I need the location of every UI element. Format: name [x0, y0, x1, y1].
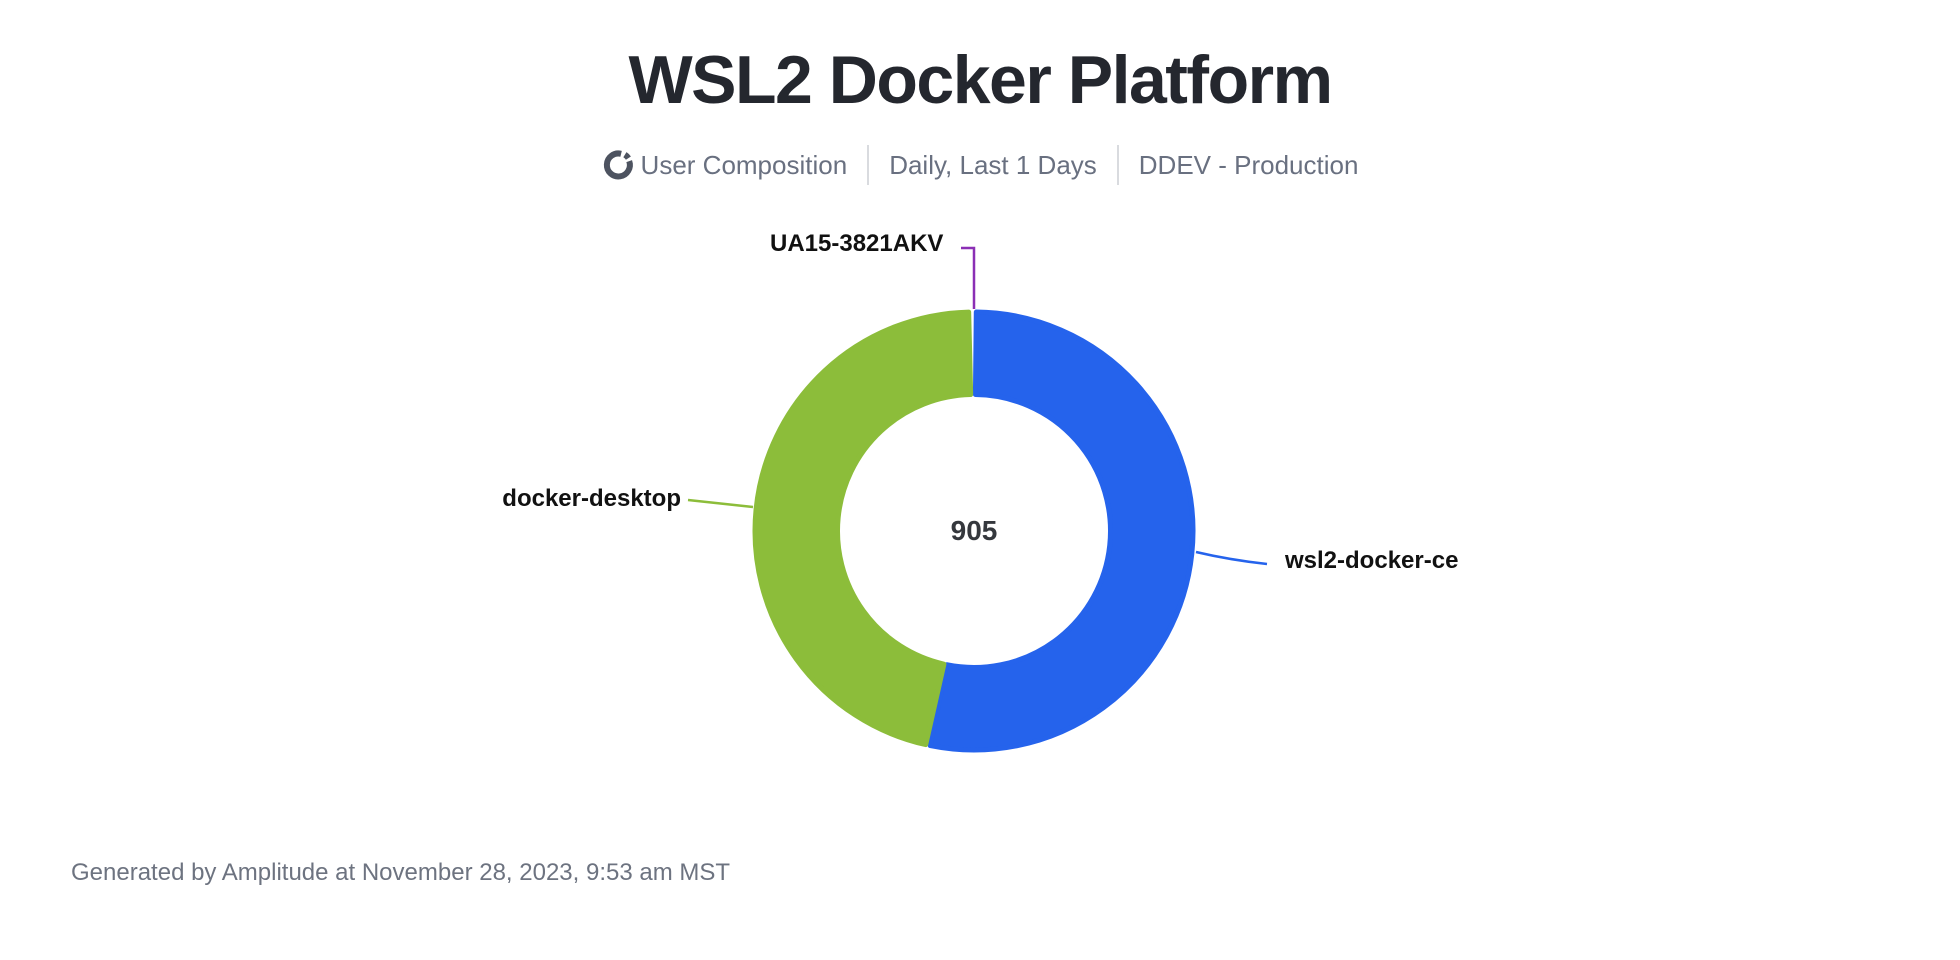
leader-line-docker-desktop — [687, 498, 754, 509]
slice-label-ua15: UA15-3821AKV — [770, 230, 944, 257]
subtitle-divider — [1116, 145, 1119, 185]
subtitle-project: DDEV - Production — [1138, 149, 1359, 180]
chart-subtitle-bar: User Composition Daily, Last 1 Days DDEV… — [0, 144, 1960, 186]
subtitle-date-range: Daily, Last 1 Days — [889, 149, 1097, 180]
donut-chart-icon — [603, 150, 633, 180]
generated-by-footer: Generated by Amplitude at November 28, 2… — [71, 859, 731, 886]
leader-line-wsl2-docker-ce — [1195, 550, 1268, 566]
slice-label-docker-desktop: docker-desktop — [502, 485, 681, 512]
subtitle-chart-type: User Composition — [640, 149, 848, 180]
donut-segments — [752, 309, 1196, 753]
donut-segment-docker-desktop — [752, 309, 974, 748]
donut-center-total: 905 — [950, 515, 998, 546]
page-title: WSL2 Docker Platform — [628, 42, 1333, 118]
donut-segment-wsl2-docker-ce — [927, 309, 1196, 753]
slice-label-wsl2-docker-ce: wsl2-docker-ce — [1285, 547, 1459, 574]
subtitle-divider — [867, 145, 870, 185]
leader-line-ua15 — [961, 246, 976, 309]
